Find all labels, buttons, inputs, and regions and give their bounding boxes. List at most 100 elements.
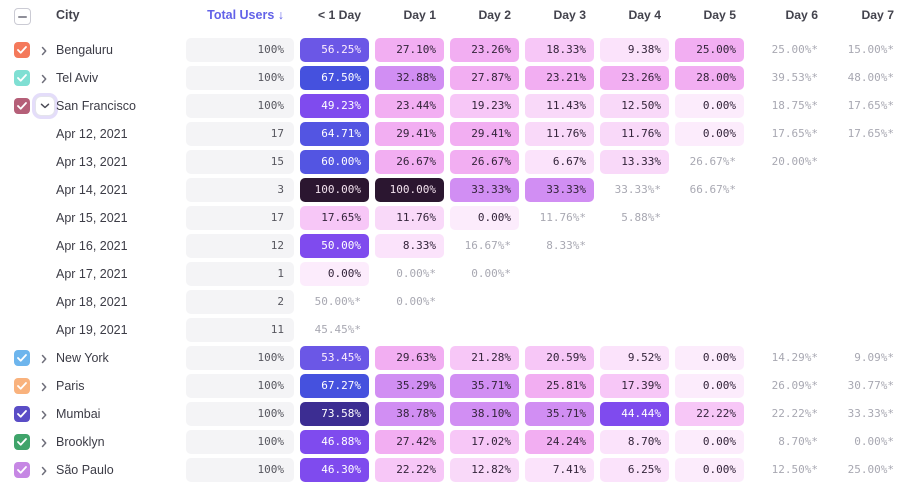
retention-cell[interactable]: 25.00% <box>675 38 744 62</box>
retention-cell[interactable]: 0.00% <box>675 122 744 146</box>
collapse-chevron-button[interactable] <box>35 96 55 116</box>
retention-cell-estimate[interactable]: 17.65%* <box>847 99 894 112</box>
retention-cell-estimate[interactable]: 0.00%* <box>471 267 511 280</box>
retention-cell[interactable]: 6.25% <box>600 458 669 482</box>
retention-cell[interactable]: 23.44% <box>375 94 444 118</box>
retention-cell[interactable]: 8.33% <box>375 234 444 258</box>
retention-cell[interactable]: 29.41% <box>450 122 519 146</box>
row-checkbox[interactable] <box>14 42 30 58</box>
retention-cell[interactable]: 100.00% <box>375 178 444 202</box>
retention-cell[interactable]: 11.76% <box>600 122 669 146</box>
retention-cell[interactable]: 44.44% <box>600 402 669 426</box>
row-checkbox[interactable] <box>14 98 30 114</box>
row-checkbox[interactable] <box>14 434 30 450</box>
retention-cell-estimate[interactable]: 17.65%* <box>847 127 894 140</box>
retention-cell[interactable]: 27.87% <box>450 66 519 90</box>
retention-cell[interactable]: 56.25% <box>300 38 369 62</box>
retention-cell-estimate[interactable]: 9.09%* <box>854 351 894 364</box>
retention-cell[interactable]: 0.00% <box>675 94 744 118</box>
retention-cell[interactable]: 23.26% <box>600 66 669 90</box>
retention-cell[interactable]: 23.26% <box>450 38 519 62</box>
retention-cell[interactable]: 49.23% <box>300 94 369 118</box>
retention-cell-estimate[interactable]: 16.67%* <box>464 239 511 252</box>
expand-chevron-button[interactable] <box>40 354 48 364</box>
row-checkbox[interactable] <box>14 378 30 394</box>
column-header-day-4[interactable]: Day 4 <box>628 8 661 22</box>
retention-cell[interactable]: 27.42% <box>375 430 444 454</box>
retention-cell-estimate[interactable]: 12.50%* <box>771 463 818 476</box>
retention-cell[interactable]: 9.52% <box>600 346 669 370</box>
retention-cell[interactable]: 17.65% <box>300 206 369 230</box>
retention-cell[interactable]: 9.38% <box>600 38 669 62</box>
retention-cell[interactable]: 24.24% <box>525 430 594 454</box>
retention-cell[interactable]: 50.00% <box>300 234 369 258</box>
retention-cell[interactable]: 32.88% <box>375 66 444 90</box>
retention-cell[interactable]: 12.82% <box>450 458 519 482</box>
row-checkbox[interactable] <box>14 350 30 366</box>
retention-cell-estimate[interactable]: 33.33%* <box>614 183 661 196</box>
retention-cell[interactable]: 8.70% <box>600 430 669 454</box>
retention-cell[interactable]: 11.43% <box>525 94 594 118</box>
column-header-day-2[interactable]: Day 2 <box>478 8 511 22</box>
retention-cell[interactable]: 0.00% <box>675 374 744 398</box>
retention-cell[interactable]: 12.50% <box>600 94 669 118</box>
retention-cell[interactable]: 100.00% <box>300 178 369 202</box>
retention-cell[interactable]: 0.00% <box>300 262 369 286</box>
retention-cell[interactable]: 73.58% <box>300 402 369 426</box>
retention-cell[interactable]: 11.76% <box>375 206 444 230</box>
retention-cell[interactable]: 26.67% <box>450 150 519 174</box>
retention-cell[interactable]: 38.78% <box>375 402 444 426</box>
column-header-total-users-sorted[interactable]: Total Users ↓ <box>207 8 284 22</box>
retention-cell-estimate[interactable]: 17.65%* <box>771 127 818 140</box>
retention-cell[interactable]: 46.30% <box>300 458 369 482</box>
retention-cell[interactable]: 0.00% <box>675 430 744 454</box>
retention-cell-estimate[interactable]: 20.00%* <box>771 155 818 168</box>
retention-cell-estimate[interactable]: 33.33%* <box>847 407 894 420</box>
retention-cell[interactable]: 60.00% <box>300 150 369 174</box>
retention-cell[interactable]: 28.00% <box>675 66 744 90</box>
retention-cell-estimate[interactable]: 48.00%* <box>847 71 894 84</box>
retention-cell[interactable]: 17.02% <box>450 430 519 454</box>
column-header-lt-1-day[interactable]: < 1 Day <box>317 8 361 22</box>
column-header-city[interactable]: City <box>56 8 80 22</box>
retention-cell-estimate[interactable]: 25.00%* <box>771 43 818 56</box>
retention-cell-estimate[interactable]: 15.00%* <box>847 43 894 56</box>
retention-cell[interactable]: 23.21% <box>525 66 594 90</box>
retention-cell[interactable]: 7.41% <box>525 458 594 482</box>
retention-cell[interactable]: 18.33% <box>525 38 594 62</box>
retention-cell[interactable]: 20.59% <box>525 346 594 370</box>
retention-cell[interactable]: 38.10% <box>450 402 519 426</box>
retention-cell-estimate[interactable]: 26.09%* <box>771 379 818 392</box>
retention-cell[interactable]: 35.71% <box>525 402 594 426</box>
retention-cell[interactable]: 21.28% <box>450 346 519 370</box>
retention-cell[interactable]: 6.67% <box>525 150 594 174</box>
retention-cell[interactable]: 11.76% <box>525 122 594 146</box>
retention-cell[interactable]: 13.33% <box>600 150 669 174</box>
column-header-day-1[interactable]: Day 1 <box>403 8 436 22</box>
retention-cell-estimate[interactable]: 11.76%* <box>539 211 586 224</box>
retention-cell-estimate[interactable]: 50.00%* <box>314 295 361 308</box>
select-all-checkbox[interactable] <box>14 8 31 26</box>
retention-cell[interactable]: 27.10% <box>375 38 444 62</box>
retention-cell-estimate[interactable]: 8.70%* <box>778 435 818 448</box>
expand-chevron-button[interactable] <box>40 382 48 392</box>
retention-cell[interactable]: 29.63% <box>375 346 444 370</box>
retention-cell-estimate[interactable]: 0.00%* <box>396 267 436 280</box>
retention-cell-estimate[interactable]: 5.88%* <box>621 211 661 224</box>
column-header-day-3[interactable]: Day 3 <box>553 8 586 22</box>
retention-cell[interactable]: 46.88% <box>300 430 369 454</box>
row-checkbox[interactable] <box>14 70 30 86</box>
retention-cell[interactable]: 53.45% <box>300 346 369 370</box>
retention-cell[interactable]: 0.00% <box>675 346 744 370</box>
retention-cell-estimate[interactable]: 26.67%* <box>689 155 736 168</box>
column-header-day-7[interactable]: Day 7 <box>861 8 894 22</box>
retention-cell-estimate[interactable]: 45.45%* <box>314 323 361 336</box>
retention-cell[interactable]: 26.67% <box>375 150 444 174</box>
expand-chevron-button[interactable] <box>40 410 48 420</box>
retention-cell[interactable]: 67.50% <box>300 66 369 90</box>
retention-cell[interactable]: 35.29% <box>375 374 444 398</box>
expand-chevron-button[interactable] <box>40 466 48 476</box>
retention-cell[interactable]: 67.27% <box>300 374 369 398</box>
retention-cell-estimate[interactable]: 39.53%* <box>771 71 818 84</box>
retention-cell[interactable]: 19.23% <box>450 94 519 118</box>
